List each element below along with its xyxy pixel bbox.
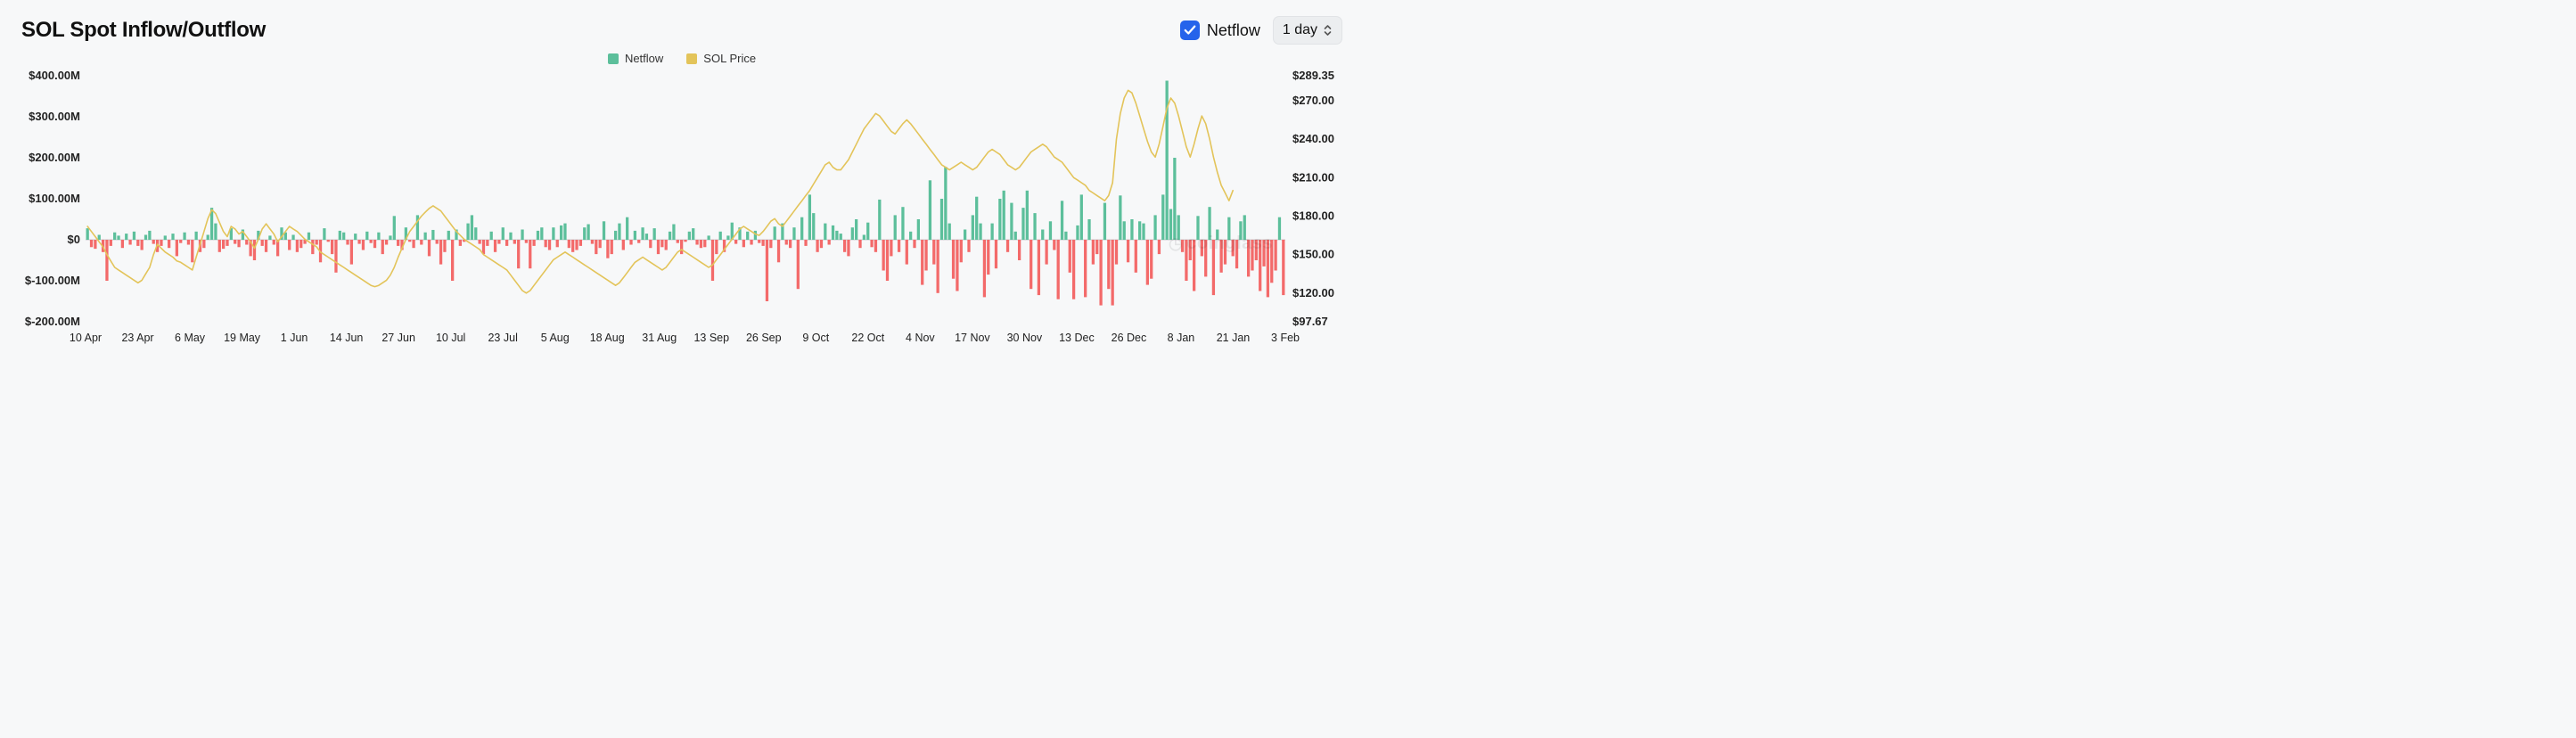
svg-text:9 Oct: 9 Oct xyxy=(802,332,829,344)
header-row: SOL Spot Inflow/Outflow Netflow 1 day xyxy=(21,16,1342,45)
svg-text:19 May: 19 May xyxy=(224,332,261,344)
svg-text:$120.00: $120.00 xyxy=(1292,286,1334,299)
svg-text:$400.00M: $400.00M xyxy=(29,70,80,82)
svg-text:1 Jun: 1 Jun xyxy=(281,332,308,344)
legend-swatch xyxy=(608,53,619,64)
svg-text:6 May: 6 May xyxy=(175,332,206,344)
svg-text:$270.00: $270.00 xyxy=(1292,94,1334,107)
svg-text:26 Sep: 26 Sep xyxy=(746,332,782,344)
svg-text:$-100.00M: $-100.00M xyxy=(25,274,80,287)
svg-text:$300.00M: $300.00M xyxy=(29,110,80,123)
svg-text:$100.00M: $100.00M xyxy=(29,192,80,205)
netflow-checkbox[interactable]: Netflow xyxy=(1180,20,1260,40)
svg-text:$180.00: $180.00 xyxy=(1292,209,1334,222)
checkbox-box xyxy=(1180,20,1200,40)
chart-area: $-200.00M $-100.00M $0 $100.00M $200.00M $300… xyxy=(21,70,1342,351)
svg-text:10 Jul: 10 Jul xyxy=(436,332,465,344)
svg-text:10 Apr: 10 Apr xyxy=(70,332,102,344)
svg-text:17 Nov: 17 Nov xyxy=(955,332,990,344)
controls: Netflow 1 day xyxy=(1180,16,1342,45)
svg-text:31 Aug: 31 Aug xyxy=(642,332,677,344)
svg-text:26 Dec: 26 Dec xyxy=(1112,332,1147,344)
interval-dropdown[interactable]: 1 day xyxy=(1273,16,1342,45)
page-title: SOL Spot Inflow/Outflow xyxy=(21,18,266,43)
check-icon xyxy=(1184,24,1196,37)
svg-text:$200.00M: $200.00M xyxy=(29,151,80,164)
svg-text:18 Aug: 18 Aug xyxy=(590,332,625,344)
netflow-chart: $-200.00M $-100.00M $0 $100.00M $200.00M $300… xyxy=(21,70,1350,347)
svg-text:5 Aug: 5 Aug xyxy=(541,332,570,344)
svg-text:$0: $0 xyxy=(68,233,80,246)
svg-text:$-200.00M: $-200.00M xyxy=(25,315,80,328)
svg-text:$150.00: $150.00 xyxy=(1292,248,1334,261)
svg-text:$210.00: $210.00 xyxy=(1292,170,1334,184)
legend-item[interactable]: Netflow xyxy=(608,52,663,65)
chart-card: SOL Spot Inflow/Outflow Netflow 1 day Ne… xyxy=(0,0,1364,358)
svg-text:13 Dec: 13 Dec xyxy=(1059,332,1095,344)
legend: Netflow SOL Price xyxy=(21,52,1342,65)
svg-text:8 Jan: 8 Jan xyxy=(1168,332,1195,344)
svg-text:30 Nov: 30 Nov xyxy=(1007,332,1043,344)
dropdown-label: 1 day xyxy=(1283,22,1317,38)
svg-text:4 Nov: 4 Nov xyxy=(906,332,935,344)
legend-item[interactable]: SOL Price xyxy=(686,52,756,65)
svg-text:22 Oct: 22 Oct xyxy=(851,332,884,344)
legend-swatch xyxy=(686,53,697,64)
svg-text:$97.67: $97.67 xyxy=(1292,315,1328,328)
svg-text:$289.35: $289.35 xyxy=(1292,70,1334,82)
checkbox-label: Netflow xyxy=(1207,21,1260,40)
watermark: ◷ coinglass xyxy=(1169,234,1273,254)
svg-text:23 Jul: 23 Jul xyxy=(488,332,517,344)
legend-label: SOL Price xyxy=(703,52,756,65)
svg-text:13 Sep: 13 Sep xyxy=(693,332,729,344)
legend-label: Netflow xyxy=(625,52,663,65)
chevron-updown-icon xyxy=(1323,24,1333,37)
svg-text:14 Jun: 14 Jun xyxy=(330,332,364,344)
svg-text:3 Feb: 3 Feb xyxy=(1271,332,1300,344)
svg-text:27 Jun: 27 Jun xyxy=(381,332,415,344)
svg-text:$240.00: $240.00 xyxy=(1292,132,1334,145)
svg-text:21 Jan: 21 Jan xyxy=(1217,332,1251,344)
svg-text:23 Apr: 23 Apr xyxy=(121,332,153,344)
